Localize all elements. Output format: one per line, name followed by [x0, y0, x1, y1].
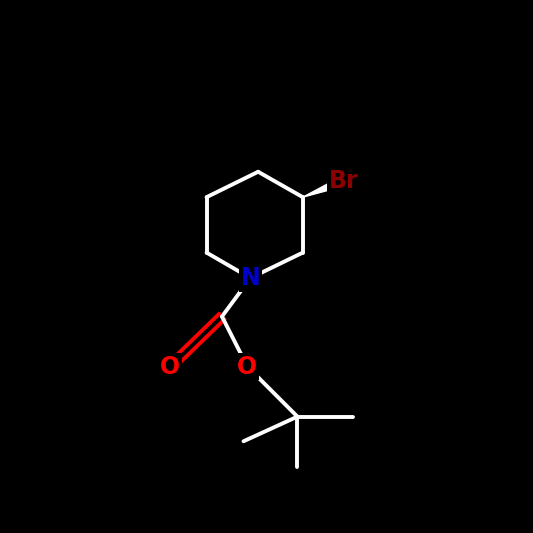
- Text: O: O: [160, 354, 181, 378]
- Text: O: O: [237, 354, 257, 378]
- Text: Br: Br: [329, 169, 358, 193]
- Text: N: N: [240, 266, 260, 290]
- Polygon shape: [303, 176, 345, 197]
